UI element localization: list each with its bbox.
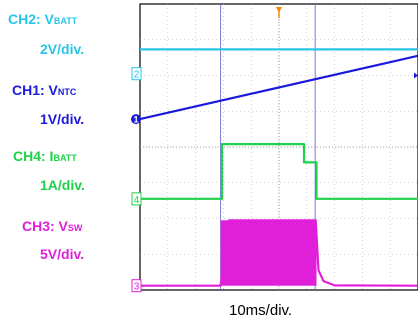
ch3-label: CH3: VSW (22, 218, 83, 234)
ch1-label: CH1: VNTC (12, 82, 77, 98)
ch4-label: CH4: IBATT (13, 148, 77, 164)
ch2-scale: 2V/div. (40, 41, 85, 57)
ch3-trace (140, 219, 418, 287)
ch1-marker-dot (131, 114, 141, 125)
ch4-scale: 1A/div. (40, 177, 85, 193)
ch1-marker-label: 1 (133, 115, 138, 125)
ch2-marker-label: 2 (134, 70, 140, 81)
ch4-trace (140, 143, 418, 200)
ch1-scale: 1V/div. (40, 111, 85, 127)
trigger-marker (276, 7, 282, 13)
ch2-marker-box (131, 67, 142, 81)
ch3-switching-band (220, 220, 317, 286)
ch3-marker-box (131, 279, 142, 293)
ch4-marker-label: 4 (134, 195, 140, 206)
ch2-label: CH2: VBATT (8, 11, 78, 27)
ch1-trace (139, 54, 418, 121)
ch3-marker-label: 3 (134, 282, 140, 293)
ch3-scale: 5V/div. (40, 246, 85, 262)
x-axis-label: 10ms/div. (229, 302, 293, 319)
ch1-offscreen-arrow (414, 72, 418, 79)
ch4-marker-box (131, 192, 142, 206)
